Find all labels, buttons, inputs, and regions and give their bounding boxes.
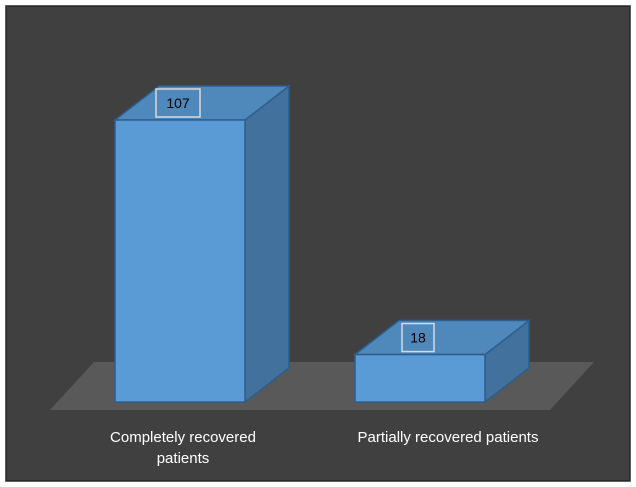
category-label: Partially recovered patients <box>358 429 539 446</box>
data-label-box <box>401 322 435 353</box>
bar-1 <box>112 84 292 404</box>
bars-layer <box>112 84 532 404</box>
category-label-line: patients <box>157 450 210 467</box>
category-label-line: Completely recovered <box>110 429 256 446</box>
category-label-line: Partially recovered patients <box>358 429 539 446</box>
data-label-text: 18 <box>410 330 426 346</box>
bar-side-face <box>244 84 290 404</box>
labels-layer: 107 Completely recovered patients 18 Partial… <box>110 88 539 467</box>
bar-front-face <box>354 353 486 403</box>
data-label-box <box>155 88 201 118</box>
data-label-text: 107 <box>166 95 190 111</box>
category-label: Completely recovered patients <box>110 429 256 467</box>
data-label: 18 <box>401 322 435 353</box>
bar-front-face <box>114 119 246 403</box>
bar-2 <box>352 319 532 404</box>
data-label: 107 <box>155 88 201 118</box>
